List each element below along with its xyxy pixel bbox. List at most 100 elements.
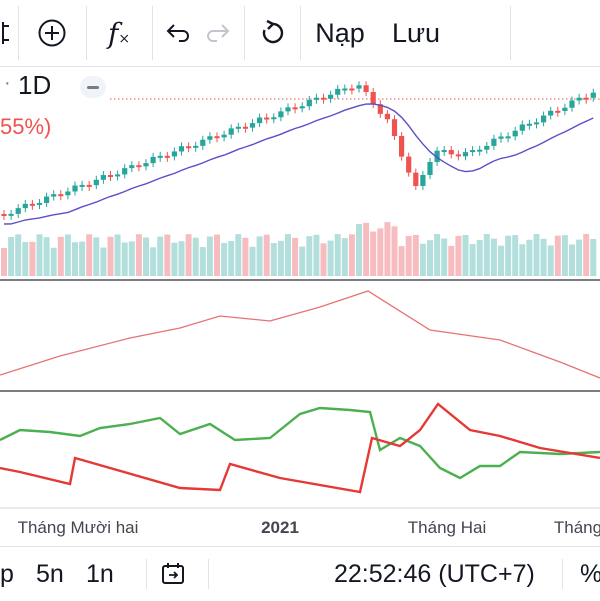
candle-body: [533, 122, 540, 125]
volume-bar: [29, 241, 36, 276]
volume-bar: [327, 240, 334, 276]
partial-icon: [2, 22, 9, 44]
volume-bar: [540, 238, 547, 276]
candle-body: [434, 150, 440, 162]
fx-label: f: [107, 16, 119, 50]
candle-body: [200, 139, 206, 146]
timezone-clock[interactable]: 22:52:46 (UTC+7): [334, 547, 554, 601]
candle-body: [399, 136, 405, 157]
volume-bar: [107, 236, 114, 276]
candle-body: [306, 99, 312, 107]
volume-bar: [476, 239, 483, 276]
volume-bar: [462, 235, 469, 276]
indicator-line: [0, 290, 600, 379]
candle-body: [242, 126, 248, 129]
volume-bar: [171, 242, 178, 276]
range-button-p[interactable]: p: [0, 547, 20, 601]
range-5n-label: 5n: [36, 559, 64, 588]
candle-body: [178, 146, 185, 152]
minus-icon: [87, 85, 99, 89]
volume-bar: [128, 241, 135, 276]
goto-date-button[interactable]: [160, 547, 196, 601]
candle-body: [320, 97, 327, 100]
candle-body: [590, 92, 596, 98]
volume-bar: [512, 235, 519, 276]
candle-body: [285, 107, 291, 112]
candle-body: [420, 174, 426, 186]
candle-body: [484, 145, 490, 150]
chart-canvas[interactable]: Tháng Mười hai 2021 Tháng Hai Tháng: [0, 66, 600, 546]
legend-change: 55%): [0, 114, 52, 139]
candle-body: [8, 213, 14, 216]
save-layout-button[interactable]: Lưu: [380, 0, 452, 66]
volume-bar: [57, 236, 64, 276]
plus-circle-icon: [38, 19, 66, 47]
legend-interval[interactable]: 1D: [18, 70, 52, 100]
refresh-icon: [262, 19, 284, 44]
redo-button[interactable]: [196, 0, 240, 66]
volume-bar: [306, 236, 313, 276]
volume-bar: [526, 239, 533, 276]
volume-bar: [419, 243, 426, 276]
volume-bar: [498, 245, 504, 276]
load-layout-button[interactable]: Nạp: [302, 0, 378, 66]
candle-body: [427, 161, 433, 175]
volume-bar: [483, 234, 490, 276]
candle-body: [555, 110, 561, 113]
volume-bar: [263, 234, 270, 276]
volume-bar: [228, 240, 235, 276]
candle-body: [100, 175, 106, 180]
candle-body: [526, 123, 532, 126]
candle-body: [257, 117, 263, 124]
redo-icon: [207, 24, 230, 42]
volume-bar: [292, 237, 299, 276]
time-axis-label: Tháng: [554, 518, 600, 537]
volume-bar: [235, 234, 242, 276]
clock-label: 22:52:46 (UTC+7): [334, 559, 535, 588]
candle-body: [164, 155, 170, 158]
toolbar-partial-button[interactable]: [0, 0, 16, 66]
range-button-5n[interactable]: 5n: [36, 547, 70, 601]
volume-bar: [43, 237, 50, 276]
volume-bar: [505, 235, 512, 276]
volume-bar: [249, 246, 256, 276]
candle-body: [51, 194, 57, 197]
undo-icon: [166, 24, 189, 42]
collapse-legend-button[interactable]: [80, 76, 106, 98]
volume-bar: [370, 231, 377, 276]
candle-body: [86, 184, 92, 187]
candle-body: [93, 179, 99, 186]
reset-chart-button[interactable]: [246, 0, 300, 66]
moving-average-line: [3, 103, 594, 225]
percent-scale-button[interactable]: %: [580, 547, 600, 601]
candle-body: [235, 126, 241, 129]
volume-bar: [405, 235, 412, 276]
candle-body: [569, 100, 575, 108]
add-indicator-button[interactable]: [20, 0, 84, 66]
range-p-label: p: [0, 559, 14, 588]
volume-bar: [441, 238, 448, 276]
volume-bar: [320, 243, 327, 276]
candle-body: [1, 214, 7, 216]
volume-bar: [100, 247, 107, 276]
volume-bar: [490, 238, 497, 276]
candle-body: [79, 184, 85, 187]
indicators-button[interactable]: f×: [88, 0, 150, 66]
candle-body: [519, 124, 525, 131]
oscillator-green-line: [0, 406, 600, 480]
candle-body: [363, 85, 369, 93]
undo-button[interactable]: [156, 0, 200, 66]
candle-body: [441, 150, 447, 153]
range-button-1n[interactable]: 1n: [86, 547, 120, 601]
volume-bar: [199, 247, 206, 276]
candle-body: [455, 154, 461, 157]
volume-bar: [583, 234, 590, 276]
volume-bar: [576, 239, 583, 276]
chart-area[interactable]: Tháng Mười hai 2021 Tháng Hai Tháng: [0, 66, 600, 546]
volume-bar: [79, 241, 86, 276]
volume-bar: [341, 238, 348, 276]
volume-bar: [192, 237, 199, 276]
candle-body: [377, 104, 383, 114]
candle-body: [328, 94, 334, 99]
volume-bar: [519, 244, 526, 276]
